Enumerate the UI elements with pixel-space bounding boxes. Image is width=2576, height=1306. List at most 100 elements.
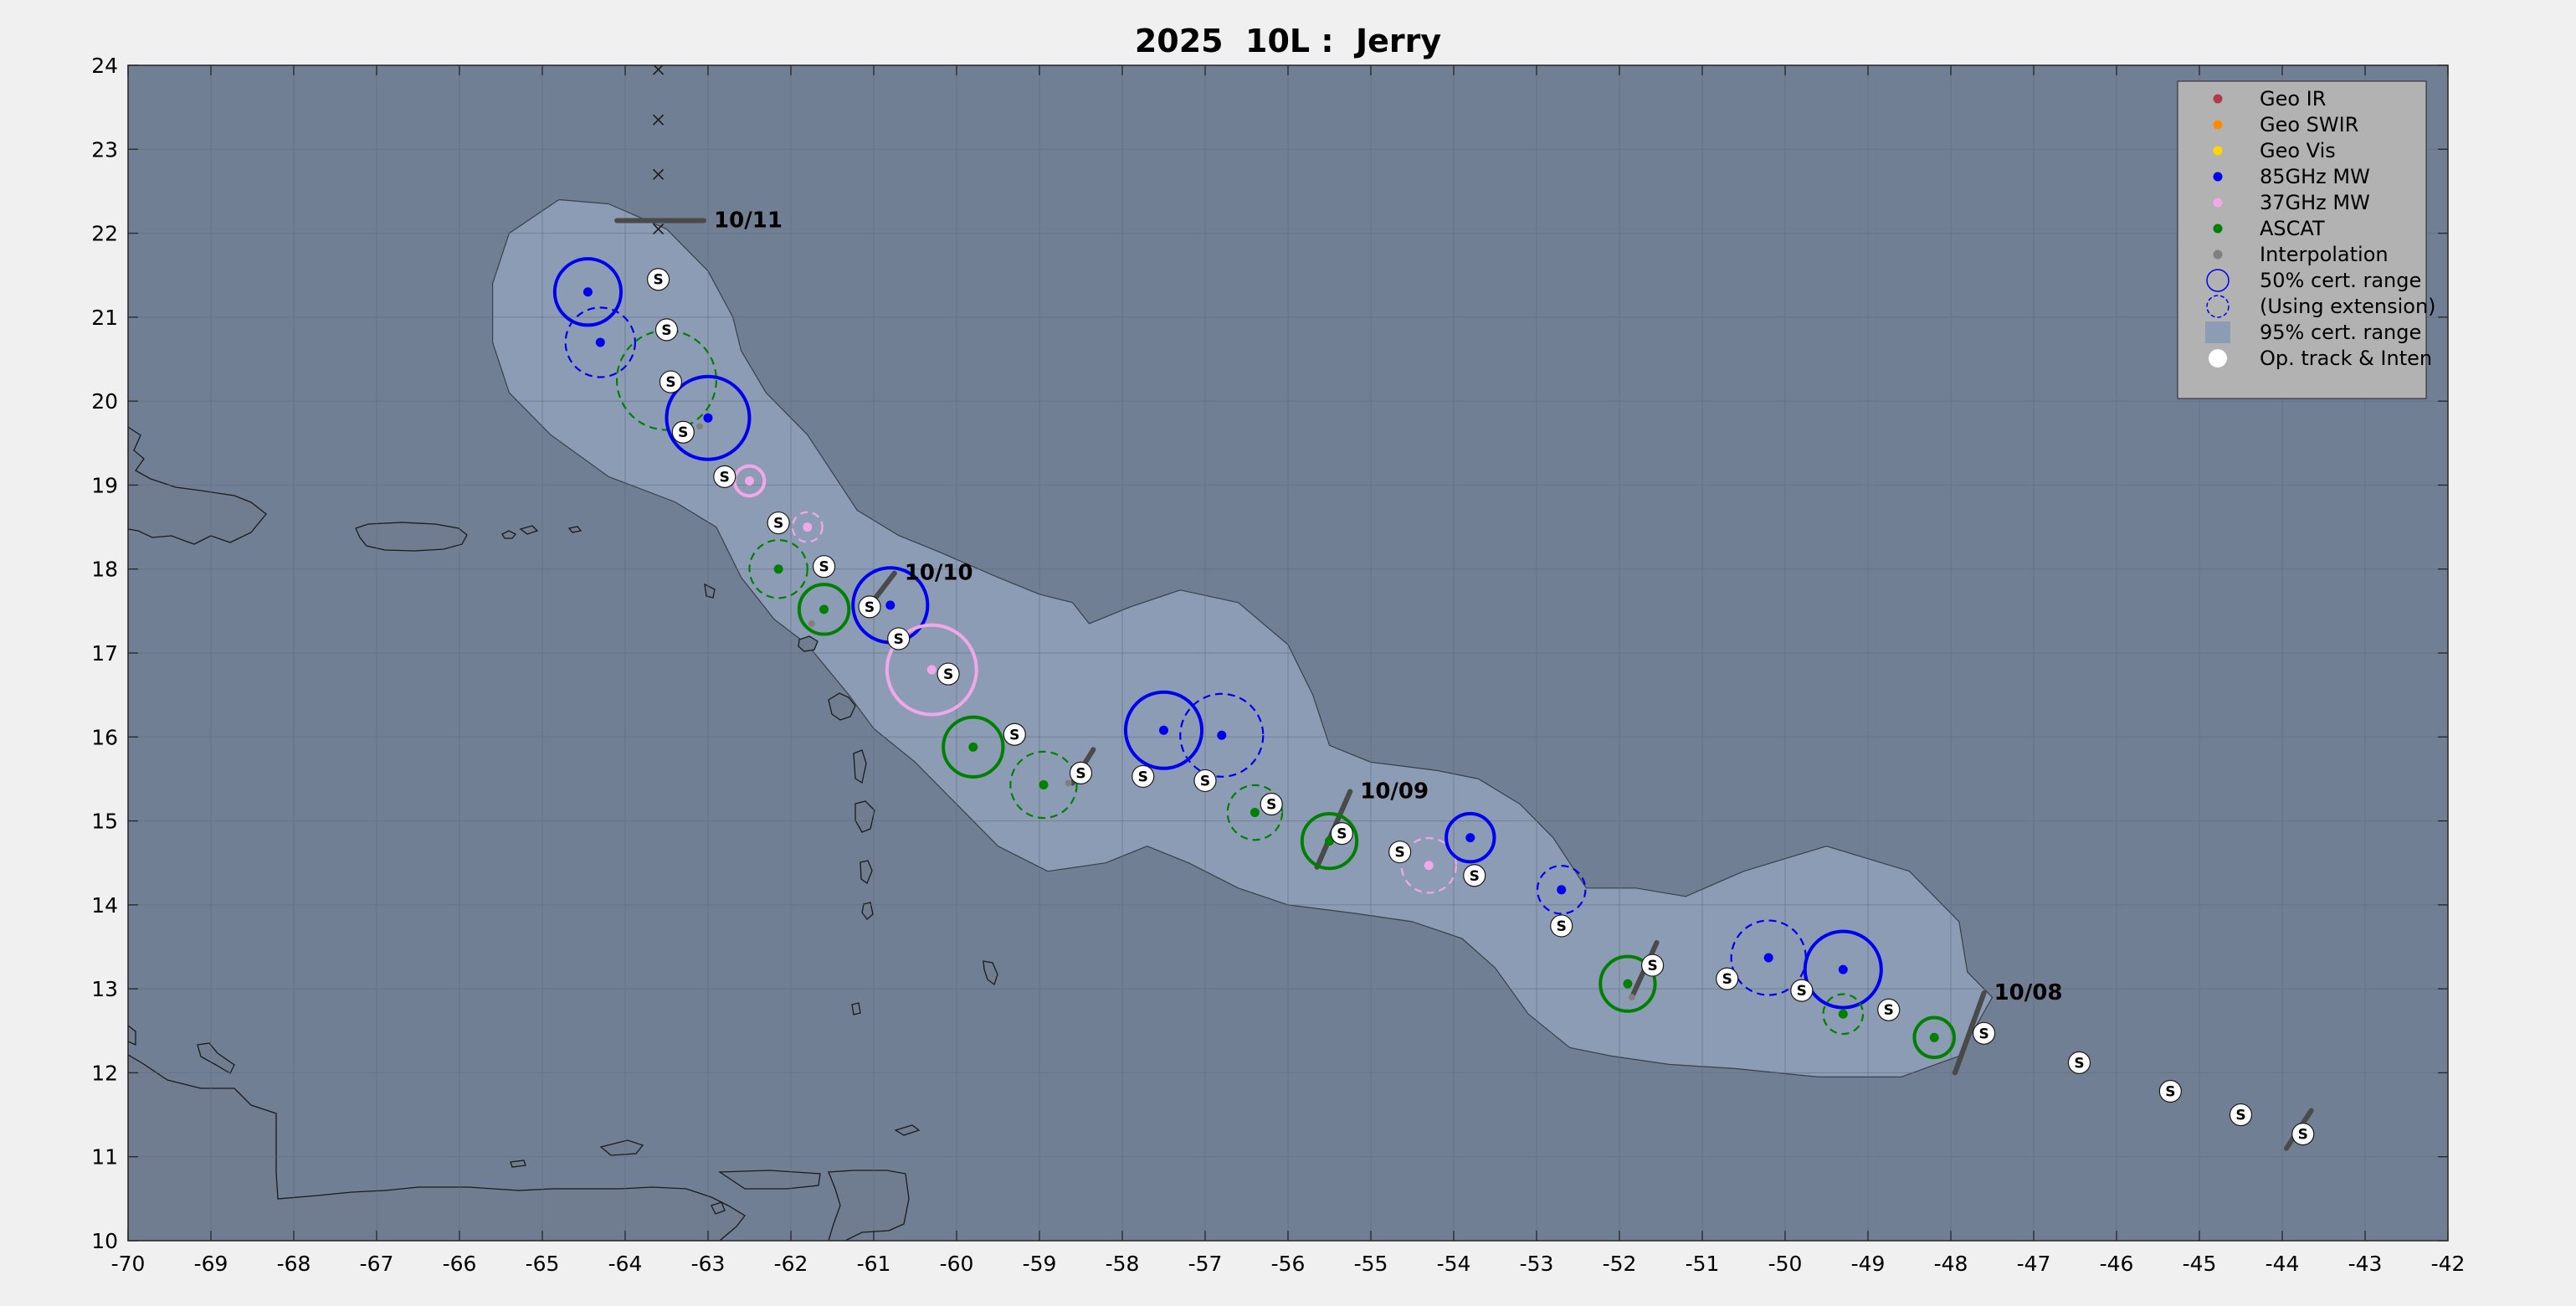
- certainty-circle-50pct: [552, 257, 623, 327]
- op-track-label: S: [2235, 1108, 2245, 1124]
- fix-center-dot: [1623, 979, 1633, 989]
- y-tick-label: 10: [91, 1229, 118, 1253]
- fix-center-dot: [968, 742, 978, 752]
- op-track-marker: [858, 595, 881, 619]
- x-marker: [653, 114, 665, 126]
- x-tick-label: -53: [1520, 1252, 1554, 1276]
- fix-center-dot: [1159, 725, 1168, 735]
- land-venezuela-coast: [128, 1054, 746, 1241]
- land-st-martin: [704, 583, 716, 599]
- x-markers: [653, 65, 665, 235]
- fix-center-dot: [1838, 964, 1848, 974]
- legend-marker: [2213, 172, 2223, 182]
- interpolation-dot: [808, 620, 815, 627]
- x-marker: [653, 168, 665, 180]
- fix-center-dot: [1325, 836, 1334, 846]
- op-track-marker: [654, 318, 679, 342]
- x-tick-label: -66: [443, 1252, 477, 1276]
- x-tick-label: -68: [277, 1252, 311, 1276]
- y-tick-label: 19: [91, 473, 118, 497]
- x-tick-label: -51: [1686, 1252, 1720, 1276]
- op-track-label: S: [678, 424, 688, 441]
- legend-marker: [2213, 94, 2223, 104]
- legend-marker: [2213, 198, 2223, 208]
- y-axis: 10 11 12 13 14 15 16 17 18 19 20 21 22 23 24: [91, 54, 2448, 1253]
- fix-center-dot: [1929, 1032, 1939, 1042]
- fix-center-dot: [819, 604, 829, 614]
- x-tick-label: -70: [111, 1252, 146, 1276]
- op-track-marker: [1877, 998, 1901, 1021]
- op-track-marker: [1131, 764, 1155, 789]
- op-track-marker: [646, 268, 670, 291]
- land-guadeloupe: [828, 692, 856, 721]
- land-trinidad: [828, 1170, 910, 1241]
- legend-label: 37GHz MW: [2260, 191, 2370, 214]
- chart-title: 2025 10L : Jerry: [1135, 23, 1442, 59]
- x-tick-label: -43: [2348, 1252, 2383, 1276]
- x-tick-label: -62: [774, 1252, 808, 1276]
- y-tick-label: 12: [91, 1061, 118, 1085]
- op-track-label: S: [818, 559, 829, 576]
- land-st-vincent: [861, 902, 874, 920]
- land-paria: [717, 1170, 821, 1190]
- land-virgin-island-3: [567, 526, 582, 533]
- op-track-marker: [1463, 864, 1486, 887]
- op-track-marker: [1790, 979, 1814, 1002]
- op-track-marker: [1388, 841, 1412, 864]
- legend-box: [2177, 80, 2427, 399]
- op-track-marker: [1069, 761, 1093, 785]
- op-track-marker: [1716, 967, 1739, 990]
- certainty-circle-50pct: [885, 623, 978, 717]
- x-tick-label: -49: [1851, 1252, 1886, 1276]
- op-track-label: S: [1722, 971, 1732, 988]
- legend-marker: [2213, 249, 2223, 260]
- op-track-label: S: [1557, 918, 1567, 935]
- op-track-label: S: [1647, 958, 1657, 974]
- certainty-circle-extension: [1009, 750, 1078, 820]
- fix-center-dot: [885, 600, 895, 610]
- x-tick-label: -48: [1934, 1252, 1968, 1276]
- land-dominica: [853, 749, 867, 784]
- y-tick-label: 24: [91, 54, 118, 78]
- legend-marker: [2206, 295, 2230, 318]
- certainty-circle-50pct: [797, 583, 851, 636]
- x-tick-label: -44: [2266, 1252, 2300, 1276]
- op-track-label: S: [653, 272, 663, 289]
- op-track-label: S: [1009, 727, 1019, 743]
- x-tick-label: -61: [857, 1252, 891, 1276]
- op-track-label: S: [2074, 1055, 2084, 1072]
- land-tobago: [894, 1124, 921, 1136]
- legend-marker: [2205, 321, 2230, 343]
- fix-center-dot: [1557, 885, 1567, 895]
- land-barbados: [983, 960, 998, 986]
- land-martinique: [854, 800, 875, 833]
- op-track-label: S: [720, 469, 730, 486]
- y-tick-label: 14: [91, 893, 118, 918]
- op-track-marker: [2229, 1103, 2253, 1127]
- op-track-marker: [887, 627, 911, 650]
- op-track-marker: [2291, 1123, 2315, 1146]
- x-tick-label: -42: [2431, 1252, 2466, 1276]
- op-track-marker: [671, 420, 695, 444]
- x-tick-label: -52: [1603, 1252, 1637, 1276]
- op-track-label: S: [1978, 1026, 1988, 1042]
- fix-center-dot: [803, 522, 813, 532]
- land-grenada: [851, 1002, 861, 1015]
- x-tick-label: -58: [1106, 1252, 1140, 1276]
- y-tick-label: 22: [91, 222, 118, 246]
- legend-marker: [2209, 349, 2227, 368]
- y-tick-label: 21: [91, 306, 118, 330]
- op-track-label: S: [943, 666, 953, 683]
- op-track-marker: [1550, 914, 1573, 938]
- op-track-label: S: [1200, 773, 1210, 789]
- y-tick-label: 20: [91, 389, 118, 414]
- operational-track: S S S S S S S S S S S S S S S S S S S S S S S S S S S S: [646, 268, 2315, 1146]
- certainty-circle-extension: [1226, 784, 1284, 841]
- certainty-circle-50pct: [1123, 690, 1204, 770]
- op-track-marker: [1003, 722, 1026, 746]
- x-marker: [653, 223, 665, 235]
- certainty-circles: [552, 257, 1956, 1060]
- legend-label: Geo IR: [2260, 87, 2326, 111]
- legend-label: 85GHz MW: [2260, 165, 2370, 188]
